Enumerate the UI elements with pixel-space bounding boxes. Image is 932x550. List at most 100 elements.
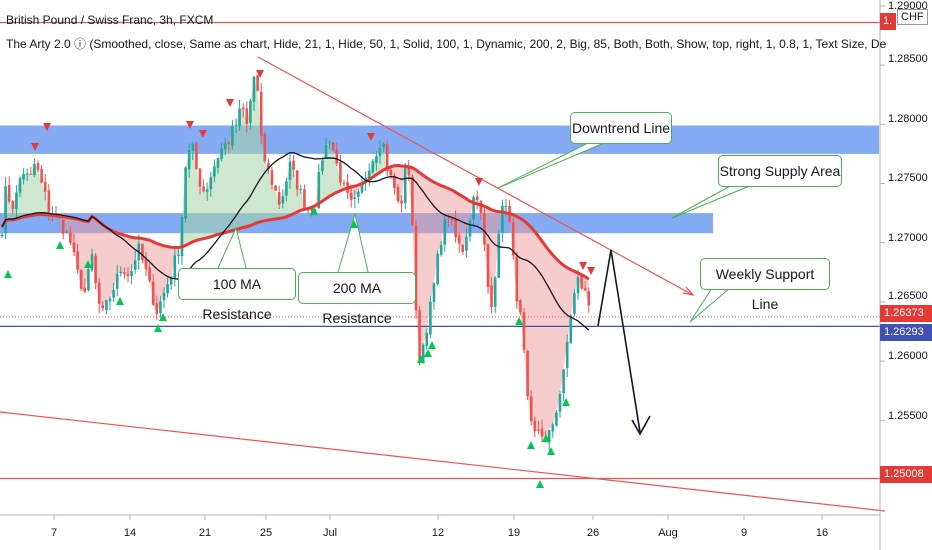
candle-body xyxy=(551,424,555,432)
candle-body xyxy=(360,184,364,193)
candle-body xyxy=(421,344,425,363)
y-tick: 1.27500 xyxy=(888,172,928,184)
candle-body xyxy=(101,305,105,309)
candle-body xyxy=(29,173,33,175)
top-level-price-tag: 1. xyxy=(880,13,896,30)
candle-body xyxy=(303,189,306,209)
candle-body xyxy=(414,225,418,311)
candle-body xyxy=(389,169,393,176)
candle-body xyxy=(432,283,436,302)
candle-body xyxy=(371,161,375,173)
bearish-fill-area xyxy=(2,165,589,442)
candle-body xyxy=(425,332,429,347)
candle-body xyxy=(231,126,234,146)
x-tick: 14 xyxy=(123,527,137,539)
candle-body xyxy=(263,134,267,162)
candle-body xyxy=(241,107,245,110)
candle-body xyxy=(195,143,198,169)
candle-body xyxy=(33,163,36,176)
candle-body xyxy=(173,255,177,279)
candle-body xyxy=(357,191,360,197)
long-term-trendline xyxy=(0,411,886,512)
candle-body xyxy=(299,188,303,190)
currency-badge: CHF xyxy=(897,9,928,25)
candle-body xyxy=(411,176,414,226)
candle-body xyxy=(400,200,403,204)
candle-body xyxy=(317,172,321,209)
candle-body xyxy=(69,232,72,243)
ma-100-line xyxy=(1,152,590,331)
buy-signal-arrow xyxy=(116,297,124,305)
y-tick: 1.26000 xyxy=(888,350,928,362)
candle-body xyxy=(465,236,468,251)
candle-body xyxy=(277,192,281,205)
indicator-legend[interactable]: The Arty 2.0 ⓘ (Smoothed, close, Same as… xyxy=(6,37,886,51)
candle-body xyxy=(565,341,569,368)
candle-body xyxy=(112,290,115,298)
y-tick: 1.28000 xyxy=(888,113,928,125)
chart-title: British Pound / Swiss Franc, 3h, FXCM xyxy=(6,13,214,27)
axes xyxy=(0,0,885,550)
candle-body xyxy=(126,273,130,277)
bullish-fill-area xyxy=(5,76,510,247)
projection-arrowhead xyxy=(631,415,651,436)
candle-body xyxy=(61,219,65,234)
candle-body xyxy=(583,288,587,291)
candle-body xyxy=(324,144,328,159)
candle-body xyxy=(429,301,432,335)
ma200-callout-pointer xyxy=(337,212,369,273)
candle-body xyxy=(65,231,69,233)
candle-body xyxy=(191,143,195,152)
downtrend-line-callout: Downtrend Line xyxy=(570,112,672,144)
candle-body xyxy=(393,175,396,189)
candle-body xyxy=(511,222,515,256)
candle-body xyxy=(576,277,580,293)
candle-body xyxy=(288,161,292,180)
candle-body xyxy=(555,412,558,426)
candle-body xyxy=(270,170,274,185)
candle-body xyxy=(90,254,94,271)
sell-signal-arrow xyxy=(367,133,375,141)
y-tick: 1.27000 xyxy=(888,232,928,244)
candle-body xyxy=(580,276,583,289)
candle-body xyxy=(11,201,15,210)
candle-body xyxy=(184,167,187,219)
moving-averages xyxy=(0,152,590,331)
candle-body xyxy=(396,187,400,201)
current-price-tag: 1.26373 xyxy=(880,305,932,322)
candle-body xyxy=(493,278,497,307)
candle-body xyxy=(144,258,148,270)
weekly-support-callout: Weekly Support Line xyxy=(700,258,830,312)
candle-body xyxy=(15,192,18,209)
candle-body xyxy=(22,174,25,180)
candle-body xyxy=(169,277,173,285)
candle-body xyxy=(349,192,353,201)
candle-body xyxy=(407,165,411,176)
candle-body xyxy=(461,245,465,252)
y-tick: 1.25500 xyxy=(888,410,928,422)
candle-body xyxy=(216,158,220,168)
y-tick: 1.29000 xyxy=(888,0,928,12)
candle-body xyxy=(205,189,209,192)
candle-body xyxy=(295,170,299,190)
candle-body xyxy=(227,142,231,145)
candle-body xyxy=(220,148,223,160)
sell-signal-arrow xyxy=(475,178,483,186)
buy-signal-arrow xyxy=(527,441,535,449)
candle-body xyxy=(504,206,508,208)
candle-body xyxy=(490,285,493,308)
candle-body xyxy=(454,219,457,238)
candle-body xyxy=(18,178,22,193)
strong-supply-callout: Strong Supply Area xyxy=(718,155,842,187)
candle-body xyxy=(162,292,166,301)
candle-body xyxy=(0,235,4,237)
candle-body xyxy=(468,220,472,237)
candle-body xyxy=(130,271,133,276)
candle-body xyxy=(187,149,191,170)
candle-body xyxy=(475,196,479,200)
sell-signal-arrow xyxy=(256,70,264,78)
x-tick: 21 xyxy=(198,527,212,539)
candle-body xyxy=(353,197,357,199)
candle-body xyxy=(155,303,159,314)
